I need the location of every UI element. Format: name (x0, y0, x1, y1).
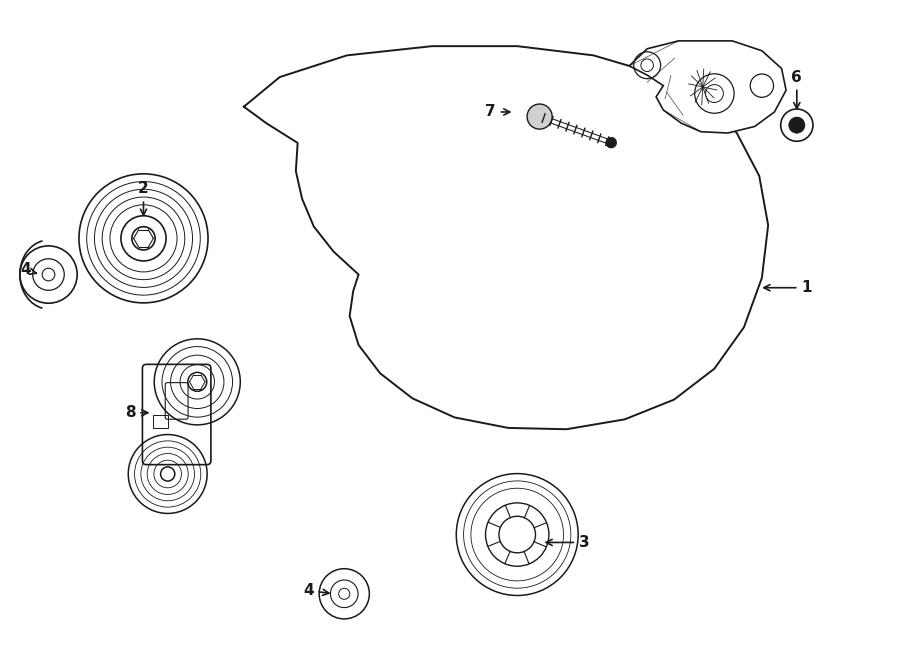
Text: 5: 5 (698, 69, 708, 94)
Text: 7: 7 (485, 104, 510, 120)
Circle shape (606, 137, 616, 148)
Text: 2: 2 (138, 182, 148, 215)
Polygon shape (629, 41, 786, 133)
Bar (153, 415, 168, 428)
Circle shape (788, 117, 805, 134)
Circle shape (527, 104, 553, 129)
Text: 4: 4 (303, 583, 328, 598)
Text: 4: 4 (20, 262, 36, 278)
Text: 6: 6 (791, 69, 802, 108)
Text: 1: 1 (764, 280, 812, 295)
Text: 8: 8 (125, 405, 148, 420)
Text: 3: 3 (546, 535, 590, 550)
